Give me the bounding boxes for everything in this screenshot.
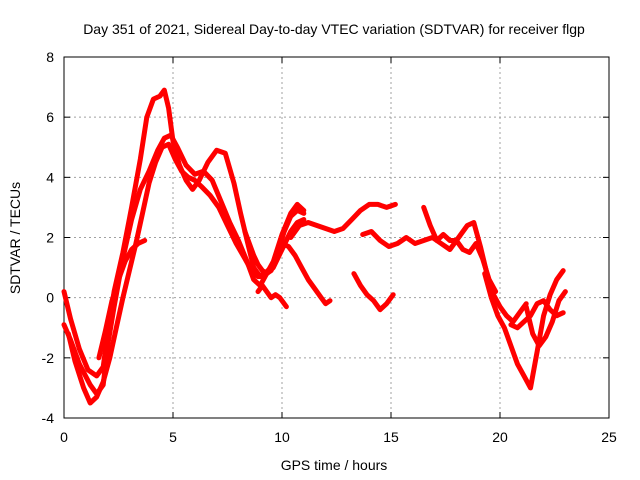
x-axis-label: GPS time / hours xyxy=(281,457,388,473)
y-tick-label: 6 xyxy=(46,109,54,125)
y-tick-label: -2 xyxy=(42,350,55,366)
y-tick-label: 0 xyxy=(46,290,54,306)
y-tick-label: 2 xyxy=(46,230,54,246)
x-tick-label: 25 xyxy=(601,429,617,445)
axis-ticks xyxy=(63,56,610,419)
tick-labels: 0 5 10 15 20 25 -4 -2 0 2 4 6 8 xyxy=(42,49,617,445)
series-track-9 xyxy=(360,220,529,325)
series-track-1 xyxy=(61,87,307,379)
x-tick-label: 10 xyxy=(274,429,290,445)
x-tick-label: 0 xyxy=(60,429,68,445)
series-track-7 xyxy=(288,201,398,240)
grid-lines xyxy=(64,57,609,418)
chart-title: Day 351 of 2021, Sidereal Day-to-day VTE… xyxy=(83,21,585,37)
y-tick-label: -4 xyxy=(42,410,55,426)
x-tick-label: 20 xyxy=(492,429,508,445)
series-track-8 xyxy=(351,271,396,313)
y-tick-label: 4 xyxy=(46,169,54,185)
y-axis-label: SDTVAR / TECUs xyxy=(7,182,23,294)
series-track-11 xyxy=(482,268,566,391)
series-track-13 xyxy=(523,289,568,349)
series-track-4 xyxy=(96,238,148,361)
series-track-5 xyxy=(242,229,333,307)
x-tick-label: 15 xyxy=(383,429,399,445)
data-series xyxy=(61,87,568,406)
y-tick-label: 8 xyxy=(46,49,54,65)
series-track-10 xyxy=(421,204,499,295)
series-track-6 xyxy=(255,283,289,310)
x-tick-label: 5 xyxy=(169,429,177,445)
